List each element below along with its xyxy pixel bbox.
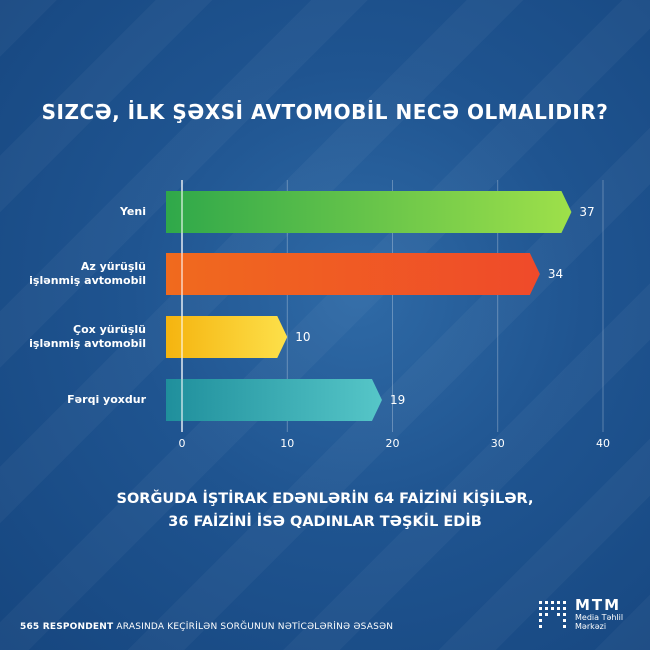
x-tick-label: 20 [386, 437, 400, 450]
category-label-line: işlənmiş avtomobil [29, 337, 146, 350]
logo-line-2: Mərkəzi [575, 622, 607, 631]
value-label-4: 19 [390, 393, 405, 407]
footnote-line-2: 36 FAİZİNİ İSƏ QADINLAR TƏŞKİL EDİB [168, 514, 482, 530]
source-note: 565 RESPONDENT ARASINDA KEÇİRİLƏN SORĞUN… [20, 622, 393, 632]
category-label-3: Çox yürüşlü işlənmiş avtomobil [6, 323, 146, 351]
logo-name: MTM [575, 596, 622, 614]
x-axis-ticks: 0 10 20 30 40 [179, 437, 611, 450]
value-label-3: 10 [295, 330, 310, 344]
mtm-logo: MTM Media Təhlil Mərkəzi [537, 597, 637, 631]
survey-footnote: SORĞUDA İŞTİRAK EDƏNLƏRİN 64 FAİZİNİ KİŞ… [0, 488, 650, 534]
category-label-4: Fərqi yoxdur [6, 393, 146, 407]
category-label-line: Az yürüşlü [80, 260, 146, 273]
logo-mark-icon [539, 601, 566, 628]
category-label-line: Fərqi yoxdur [67, 393, 146, 406]
bars [166, 191, 572, 421]
category-label-1: Yeni [6, 205, 146, 219]
bar-3 [166, 316, 288, 358]
bar-4 [166, 379, 382, 421]
chart-title: SIZCƏ, İLK ŞƏXSİ AVTOMOBİL NECƏ OLMALIDI… [41, 100, 609, 124]
category-label-line: işlənmiş avtomobil [29, 274, 146, 287]
bar-2 [166, 253, 540, 295]
x-tick-label: 40 [596, 437, 610, 450]
source-note-text: ARASINDA KEÇİRİLƏN SORĞUNUN NƏTİCƏLƏRİNƏ… [113, 622, 394, 632]
value-labels: 37 34 10 19 [295, 205, 594, 407]
category-label-line: Çox yürüşlü [73, 323, 146, 336]
respondent-count: 565 RESPONDENT [20, 622, 114, 632]
value-label-2: 34 [548, 267, 563, 281]
x-tick-label: 10 [280, 437, 294, 450]
category-label-2: Az yürüşlü işlənmiş avtomobil [6, 260, 146, 288]
x-tick-label: 0 [179, 437, 186, 450]
bar-1 [166, 191, 572, 233]
footnote-line-1: SORĞUDA İŞTİRAK EDƏNLƏRİN 64 FAİZİNİ KİŞ… [116, 491, 534, 507]
category-label-line: Yeni [119, 205, 146, 218]
x-tick-label: 30 [491, 437, 505, 450]
value-label-1: 37 [579, 205, 594, 219]
logo-line-1: Media Təhlil [575, 613, 624, 622]
